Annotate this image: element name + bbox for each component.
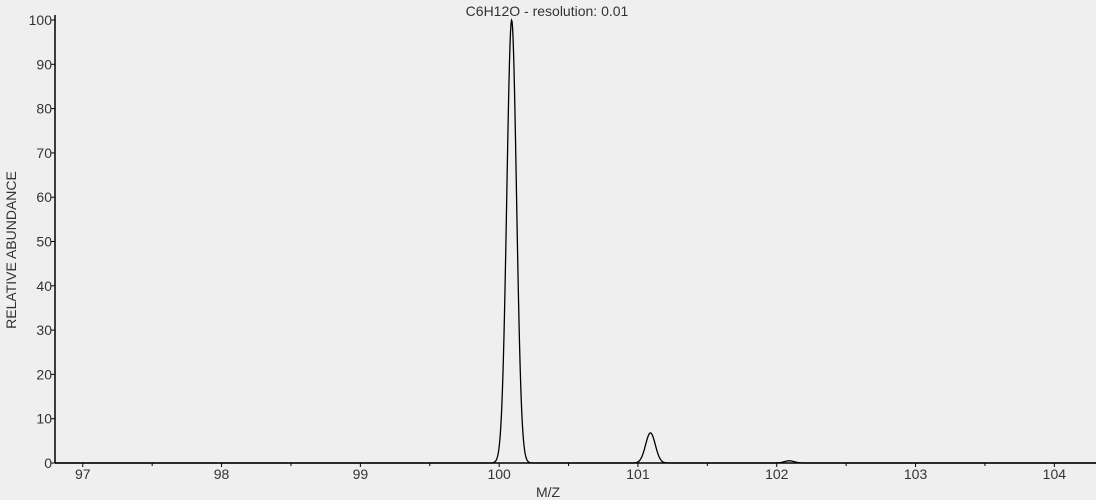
- y-tick-label: 60: [36, 189, 52, 205]
- x-tick-label: 99: [353, 466, 369, 482]
- x-tick-label: 101: [626, 466, 650, 482]
- spectrum-line: [55, 18, 1096, 464]
- x-tick-label: 100: [487, 466, 511, 482]
- y-tick-label: 90: [36, 56, 52, 72]
- x-tick-label: 97: [75, 466, 91, 482]
- x-tick-label: 102: [765, 466, 789, 482]
- axes: 0 10 20 30 40 50 60 70 80 90 100 97 98 99 100 101 102 103…: [29, 12, 1096, 482]
- y-tick-label: 10: [36, 411, 52, 427]
- y-tick-label: 100: [29, 12, 53, 28]
- y-tick-label: 70: [36, 145, 52, 161]
- x-tick-label: 104: [1043, 466, 1067, 482]
- x-axis-label: M/Z: [536, 484, 561, 500]
- y-tick-label: 80: [36, 101, 52, 117]
- y-tick-label: 20: [36, 366, 52, 382]
- x-tick-label: 98: [214, 466, 230, 482]
- y-tick-label: 0: [44, 455, 52, 471]
- chart-title: C6H12O - resolution: 0.01: [466, 3, 629, 19]
- x-tick-label: 103: [904, 466, 928, 482]
- y-axis-label: RELATIVE ABUNDANCE: [3, 171, 19, 329]
- y-tick-label: 30: [36, 322, 52, 338]
- y-tick-label: 50: [36, 234, 52, 250]
- y-tick-label: 40: [36, 278, 52, 294]
